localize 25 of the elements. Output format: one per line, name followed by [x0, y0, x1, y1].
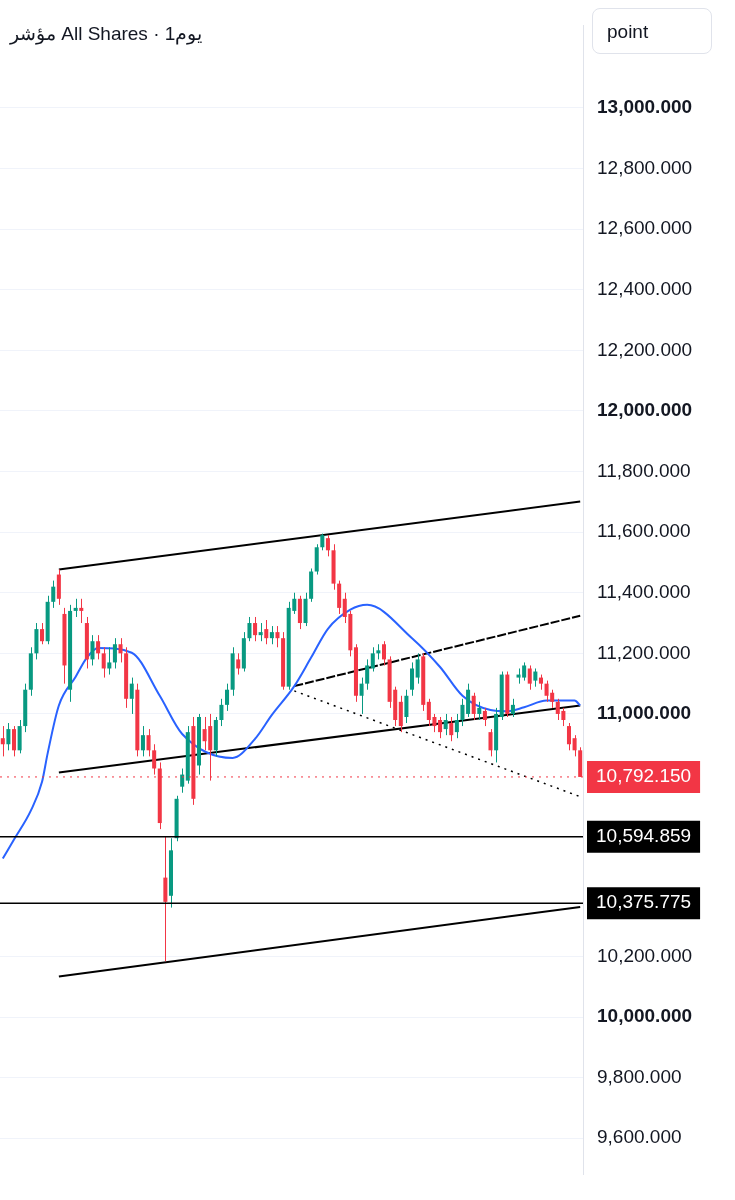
- y-tick-label: 11,200.000: [597, 641, 691, 663]
- y-tick-label: 11,000.000: [597, 702, 692, 724]
- candlestick: [275, 625, 280, 648]
- ref-line-label: 10,375.775: [596, 891, 692, 913]
- y-tick-label: 10,200.000: [597, 944, 693, 966]
- y-tick-label: 11,600.000: [597, 520, 691, 542]
- y-tick-label: 9,800.000: [597, 1065, 682, 1087]
- y-tick-label: 9,600.000: [597, 1126, 682, 1148]
- y-tick-label: 12,800.000: [597, 156, 693, 178]
- candlestick: [303, 592, 308, 627]
- y-tick-label: 13,000.000: [597, 96, 693, 118]
- candlestick: [90, 634, 95, 666]
- y-tick-label: 12,000.000: [597, 399, 693, 421]
- y-tick-label: 11,400.000: [597, 580, 691, 602]
- line-series: [1, 603, 582, 860]
- y-axis-title: point: [592, 8, 712, 54]
- ref-line-label: 10,792.150: [596, 765, 692, 787]
- y-tick-label: 11,800.000: [597, 459, 691, 481]
- y-tick-label: 12,600.000: [597, 217, 693, 239]
- y-tick-label: 10,000.000: [597, 1005, 693, 1027]
- ref-line-label: 10,594.859: [596, 824, 692, 846]
- chart-title: مؤشر All Shares · 1يوم: [10, 22, 203, 45]
- y-tick-label: 12,400.000: [597, 277, 693, 299]
- candlestick: [488, 728, 493, 757]
- y-tick-label: 12,200.000: [597, 338, 693, 360]
